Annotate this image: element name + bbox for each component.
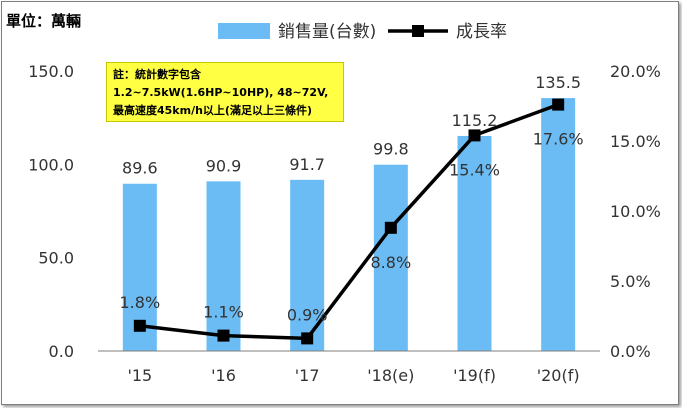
bar-1	[206, 181, 241, 351]
x-tick-label-4: '19(f)	[453, 366, 496, 385]
bar-value-label-3: 99.8	[373, 140, 409, 159]
unit-label: 單位：萬輛	[6, 12, 82, 30]
x-tick-label-2: '17	[295, 366, 320, 385]
left-tick-label-0: 0.0	[49, 342, 74, 361]
note-line-1: 註：統計數字包含	[113, 68, 201, 81]
growth-marker-0	[133, 319, 146, 332]
growth-marker-5	[552, 98, 565, 111]
right-tick-label-0: 0.0%	[610, 342, 651, 361]
right-tick-label-2: 10.0%	[610, 202, 661, 221]
x-tick-label-1: '16	[211, 366, 236, 385]
left-tick-label-3: 150.0	[28, 62, 74, 81]
growth-marker-1	[217, 329, 230, 342]
bar-value-label-2: 91.7	[289, 155, 325, 174]
bar-value-label-5: 135.5	[535, 73, 581, 92]
legend-bar-swatch	[218, 23, 270, 39]
growth-value-label-5: 17.6%	[533, 130, 584, 149]
growth-value-label-0: 1.8%	[120, 293, 161, 312]
bar-value-label-0: 89.6	[122, 159, 158, 178]
bar-value-label-4: 115.2	[452, 111, 498, 130]
bar-value-label-1: 90.9	[206, 156, 242, 175]
right-tick-label-4: 20.0%	[610, 62, 661, 81]
growth-marker-4	[468, 129, 481, 142]
note-line-2: 1.2~7.5kW(1.6HP~10HP), 48~72V,	[113, 86, 329, 99]
bar-4	[457, 135, 492, 351]
growth-value-label-2: 0.9%	[287, 305, 328, 324]
bar-5	[541, 98, 576, 351]
note-line-3: 最高速度45km/h以上(滿足以上三條件)	[113, 104, 312, 117]
growth-value-label-4: 15.4%	[449, 160, 500, 179]
growth-marker-3	[384, 221, 397, 234]
legend-line-marker	[412, 25, 424, 37]
growth-line	[139, 102, 559, 341]
legend-line-label: 成長率	[456, 22, 507, 42]
x-tick-label-5: '20(f)	[537, 366, 580, 385]
right-tick-label-1: 5.0%	[610, 272, 651, 291]
growth-value-label-3: 8.8%	[371, 253, 412, 272]
left-tick-label-2: 100.0	[28, 155, 74, 174]
bar-3	[373, 164, 408, 351]
growth-marker-2	[301, 332, 314, 345]
note-box: 註：統計數字包含 1.2~7.5kW(1.6HP~10HP), 48~72V, …	[106, 62, 344, 122]
legend-bar-label: 銷售量(台數)	[278, 22, 376, 42]
left-tick-label-1: 50.0	[38, 249, 74, 268]
x-tick-label-3: '18(e)	[367, 366, 414, 385]
x-tick-label-0: '15	[127, 366, 152, 385]
growth-value-label-1: 1.1%	[203, 303, 244, 322]
right-tick-label-3: 15.0%	[610, 132, 661, 151]
